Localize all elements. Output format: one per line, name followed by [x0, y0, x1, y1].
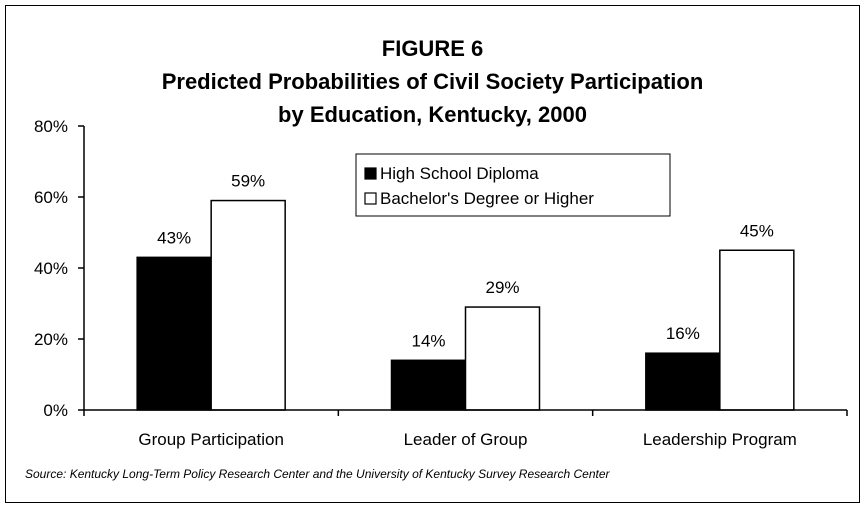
bar-high-school-1	[136, 256, 212, 411]
data-label: 59%	[231, 172, 265, 191]
data-label: 45%	[740, 221, 774, 240]
legend-box	[355, 153, 671, 217]
y-tick-label: 60%	[34, 188, 68, 207]
legend-label-high-school: High School Diploma	[380, 164, 539, 183]
legend-label-bachelors: Bachelor's Degree or Higher	[380, 189, 594, 208]
bar-bachelors-1	[210, 199, 286, 411]
data-label: 29%	[485, 278, 519, 297]
x-tick-label: Leadership Program	[643, 430, 797, 449]
bars-layer	[136, 199, 795, 411]
labels-layer: 43% 59% Group Participation 14% 29% Leader of…	[138, 172, 796, 449]
axes-layer: 0% 20% 40% 60% 80%	[34, 117, 848, 420]
source-note: Source: Kentucky Long-Term Policy Resear…	[25, 467, 610, 481]
legend-swatch-bachelors	[364, 192, 377, 205]
legend: High School Diploma Bachelor's Degree or …	[355, 153, 671, 217]
bar-high-school-2	[390, 359, 467, 411]
chart-title-line-2: Predicted Probabilities of Civil Society…	[161, 69, 704, 94]
data-label: 16%	[666, 324, 700, 343]
x-tick-label: Group Participation	[138, 430, 284, 449]
bar-bachelors-2	[464, 306, 541, 411]
data-label: 14%	[411, 331, 445, 350]
bar-high-school-3	[645, 352, 721, 411]
bar-bachelors-3	[719, 249, 795, 411]
y-tick-label: 80%	[34, 117, 68, 136]
figure-frame	[5, 5, 860, 503]
data-label: 43%	[157, 228, 191, 247]
legend-swatch-high-school	[364, 167, 377, 180]
y-tick-label: 20%	[34, 330, 68, 349]
chart-title-line-1: FIGURE 6	[381, 36, 484, 61]
chart-title-line-3: by Education, Kentucky, 2000	[278, 102, 587, 127]
x-tick-label: Leader of Group	[404, 430, 528, 449]
y-tick-label: 40%	[34, 259, 68, 278]
y-tick-label: 0%	[43, 401, 68, 420]
